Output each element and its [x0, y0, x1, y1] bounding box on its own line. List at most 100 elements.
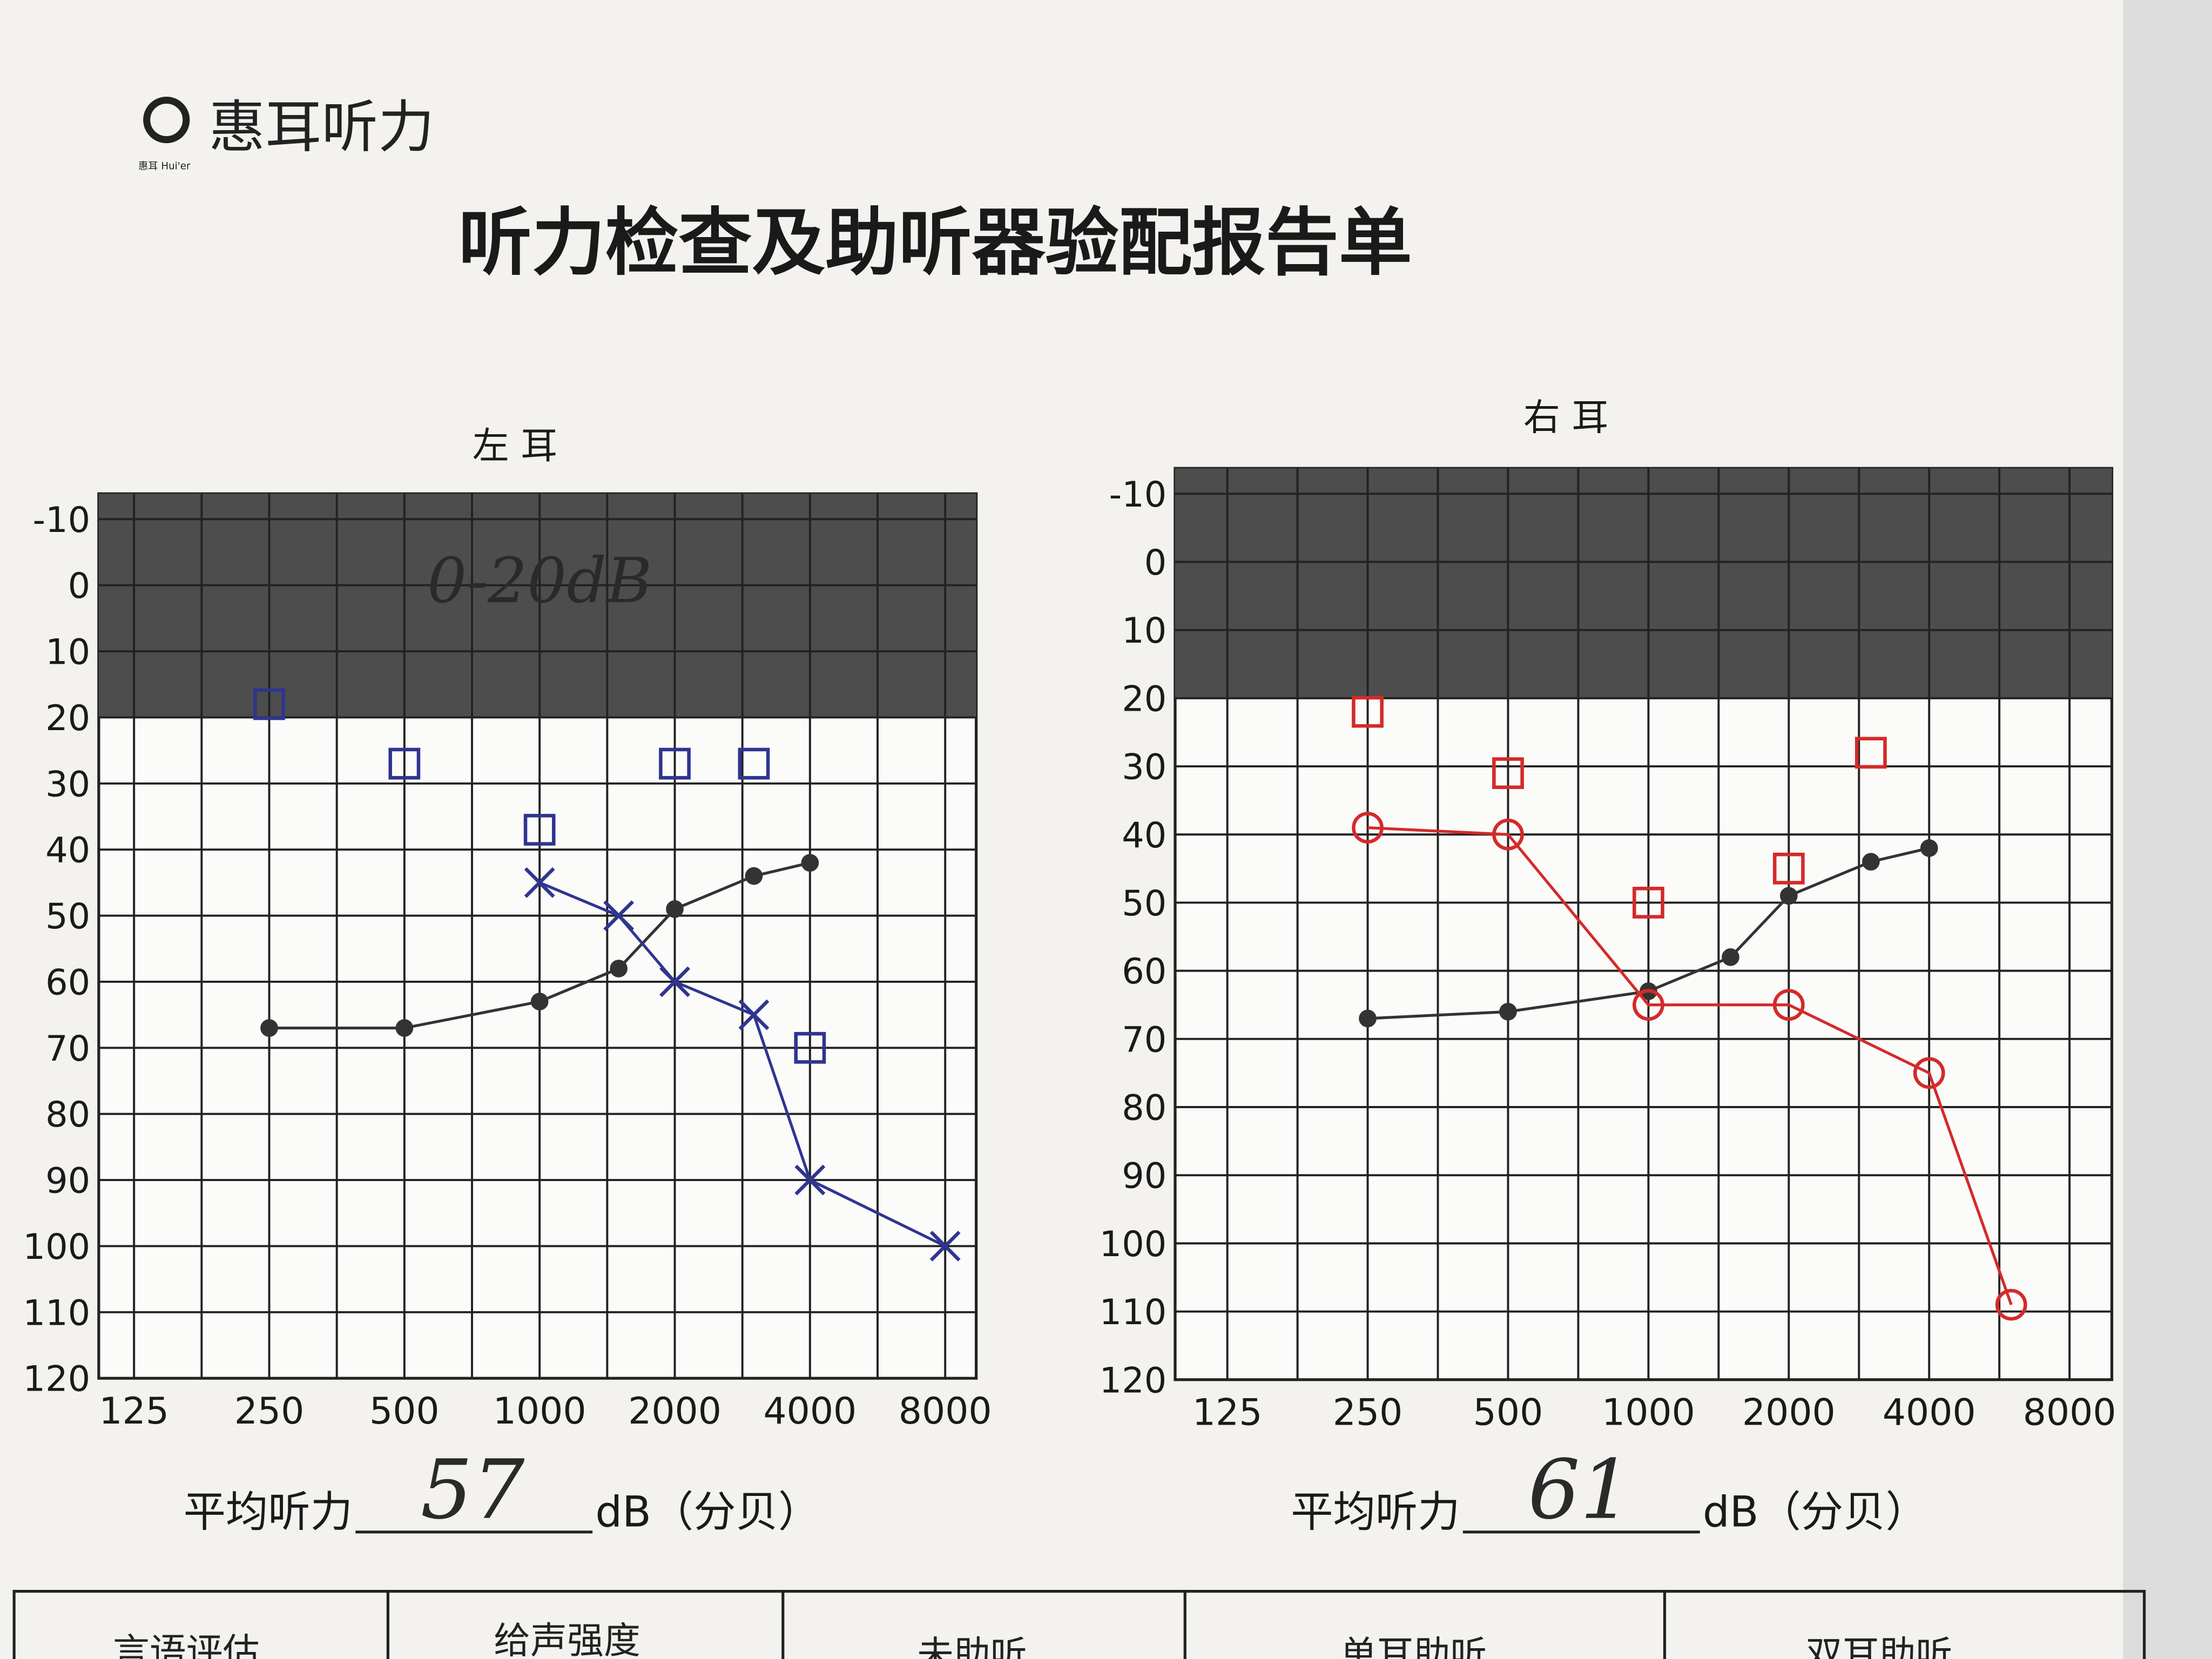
y-tick-label: 0	[1144, 542, 1167, 583]
average-label: 平均听力	[1291, 1487, 1460, 1536]
report-title: 听力检查及助听器验配报告单	[458, 200, 1412, 286]
point-circle	[1995, 1289, 2027, 1321]
y-tick-label: 10	[1122, 610, 1166, 651]
point-x	[524, 867, 555, 898]
table-header: 言语评估	[113, 1631, 260, 1659]
audiogram: 125 250 500 1000 2000 4000 8000 -10 0 10 20 30 40 50 6…	[1100, 467, 2116, 1434]
y-tick-label: 120	[1100, 1360, 1167, 1401]
point-dot	[395, 1019, 414, 1037]
point-dot	[1862, 853, 1880, 871]
y-tick-label: 10	[45, 632, 90, 673]
point-circle	[1772, 989, 1805, 1021]
normal-zone-shade	[98, 494, 976, 718]
table-header: 单耳助听	[1340, 1634, 1487, 1659]
point-box	[1492, 757, 1524, 790]
y-tick-label: 70	[45, 1028, 90, 1069]
point-dot	[1722, 948, 1739, 966]
point-dot	[801, 854, 819, 872]
y-tick-label: 60	[45, 962, 90, 1003]
brand-logo	[143, 96, 190, 144]
point-circle	[1492, 818, 1524, 851]
y-tick-label: 50	[1122, 883, 1166, 924]
point-box	[1854, 737, 1887, 769]
point-dot	[1780, 887, 1798, 905]
x-tick-label: 2000	[628, 1390, 721, 1433]
x-tick-label: 1000	[493, 1390, 586, 1433]
y-tick-label: 20	[1122, 678, 1166, 719]
point-dot	[666, 900, 684, 918]
point-box	[1772, 852, 1805, 885]
point-x	[659, 966, 690, 997]
average-unit: dB（分贝）	[595, 1487, 820, 1536]
y-tick-label: 60	[1122, 951, 1166, 992]
y-tick-label: 90	[1122, 1156, 1166, 1197]
x-tick-label: 1000	[1602, 1391, 1695, 1434]
y-tick-label: 20	[45, 698, 90, 739]
y-tick-label: 100	[23, 1226, 91, 1267]
x-tick-label: 125	[99, 1390, 169, 1433]
point-dot	[610, 960, 628, 977]
point-box	[794, 1031, 826, 1064]
x-tick-label: 8000	[899, 1390, 992, 1433]
point-box	[659, 747, 691, 780]
y-tick-label: 0	[68, 565, 91, 606]
table-header: 未助听	[917, 1634, 1027, 1659]
handwritten-note: 0-20dB	[427, 545, 652, 617]
x-tick-label: 8000	[2023, 1391, 2116, 1434]
point-box	[1352, 696, 1384, 728]
table-header: 双耳助听	[1806, 1634, 1953, 1659]
x-tick-label: 2000	[1742, 1391, 1836, 1434]
x-tick-label: 500	[369, 1390, 440, 1433]
y-tick-label: 90	[45, 1161, 90, 1202]
point-box	[1633, 887, 1664, 919]
point-box	[523, 814, 556, 846]
point-x	[929, 1230, 961, 1262]
y-tick-label: 70	[1122, 1019, 1166, 1060]
point-dot	[1920, 839, 1938, 857]
x-tick-label: 4000	[1883, 1391, 1976, 1434]
average-value: 57	[421, 1442, 525, 1537]
table: 言语评估 给声强度 未助听 单耳助听 双耳助听	[12, 1589, 2146, 1659]
series-line	[1367, 826, 2013, 1305]
point-circle	[1352, 812, 1384, 844]
table-border	[12, 1589, 2146, 1659]
x-tick-label: 4000	[763, 1390, 857, 1433]
y-tick-label: 80	[45, 1094, 90, 1135]
y-tick-label: -10	[1109, 474, 1167, 515]
point-dot	[260, 1019, 278, 1037]
ear-title: 右 耳	[1523, 397, 1608, 440]
y-tick-label: 30	[45, 764, 90, 805]
x-tick-label: 500	[1473, 1391, 1543, 1434]
average-label: 平均听力	[184, 1487, 353, 1536]
point-circle	[1633, 989, 1664, 1021]
normal-zone-shade	[1175, 468, 2112, 698]
y-tick-label: 120	[23, 1359, 91, 1400]
brand-name: 惠耳听力	[209, 95, 435, 160]
y-tick-label: 100	[1100, 1224, 1167, 1265]
x-tick-label: 125	[1192, 1391, 1263, 1434]
x-tick-label: 250	[1333, 1391, 1403, 1434]
page-edge	[2123, 0, 2212, 1659]
y-tick-label: 40	[1122, 815, 1166, 856]
point-dot	[530, 993, 549, 1010]
point-x	[794, 1164, 826, 1196]
table-header: 给声强度	[494, 1620, 640, 1659]
point-x	[738, 999, 770, 1030]
y-tick-label: 110	[23, 1292, 91, 1333]
point-circle	[1913, 1057, 1945, 1089]
y-tick-label: 110	[1100, 1292, 1167, 1333]
brand-sub: 惠耳 Hui'er	[138, 160, 191, 172]
point-box	[253, 688, 285, 720]
point-dot	[1499, 1003, 1517, 1021]
series-line	[539, 881, 946, 1247]
point-dot	[1359, 1009, 1377, 1028]
y-tick-label: 30	[1122, 747, 1166, 788]
y-tick-label: 50	[45, 896, 90, 937]
y-tick-label: -10	[33, 500, 91, 541]
point-box	[388, 747, 421, 780]
ear-title: 左 耳	[473, 425, 557, 468]
y-tick-label: 80	[1122, 1088, 1166, 1129]
audiogram: 125 250 500 1000 2000 4000 8000 -10 0 10 20 30 40 50 6…	[23, 492, 992, 1433]
